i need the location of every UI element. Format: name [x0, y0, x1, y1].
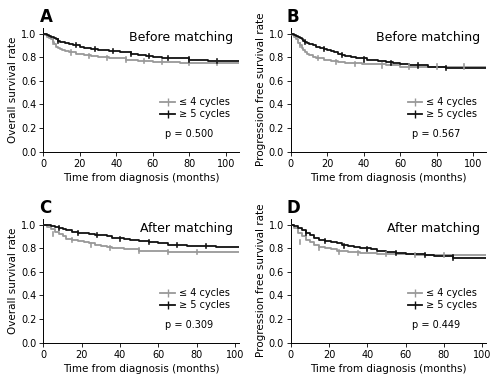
- Text: Before matching: Before matching: [376, 31, 480, 44]
- Legend: ≤ 4 cycles, ≥ 5 cycles: ≤ 4 cycles, ≥ 5 cycles: [160, 97, 230, 120]
- X-axis label: Time from diagnosis (months): Time from diagnosis (months): [63, 173, 220, 183]
- Text: p = 0.567: p = 0.567: [412, 129, 460, 139]
- X-axis label: Time from diagnosis (months): Time from diagnosis (months): [63, 364, 220, 374]
- Text: Before matching: Before matching: [128, 31, 233, 44]
- Text: After matching: After matching: [387, 222, 480, 235]
- Text: C: C: [40, 199, 52, 217]
- Text: p = 0.309: p = 0.309: [164, 320, 212, 330]
- Legend: ≤ 4 cycles, ≥ 5 cycles: ≤ 4 cycles, ≥ 5 cycles: [408, 288, 477, 311]
- Text: A: A: [40, 8, 52, 26]
- Text: After matching: After matching: [140, 222, 233, 235]
- Y-axis label: Overall survival rate: Overall survival rate: [8, 227, 18, 334]
- Y-axis label: Progression free survival rate: Progression free survival rate: [256, 204, 266, 358]
- Y-axis label: Progression free survival rate: Progression free survival rate: [256, 13, 266, 167]
- Legend: ≤ 4 cycles, ≥ 5 cycles: ≤ 4 cycles, ≥ 5 cycles: [160, 288, 230, 311]
- Text: p = 0.449: p = 0.449: [412, 320, 460, 330]
- Legend: ≤ 4 cycles, ≥ 5 cycles: ≤ 4 cycles, ≥ 5 cycles: [408, 97, 477, 120]
- X-axis label: Time from diagnosis (months): Time from diagnosis (months): [310, 364, 466, 374]
- Text: p = 0.500: p = 0.500: [164, 129, 213, 139]
- Y-axis label: Overall survival rate: Overall survival rate: [8, 36, 18, 143]
- Text: D: D: [286, 199, 300, 217]
- X-axis label: Time from diagnosis (months): Time from diagnosis (months): [310, 173, 466, 183]
- Text: B: B: [286, 8, 300, 26]
